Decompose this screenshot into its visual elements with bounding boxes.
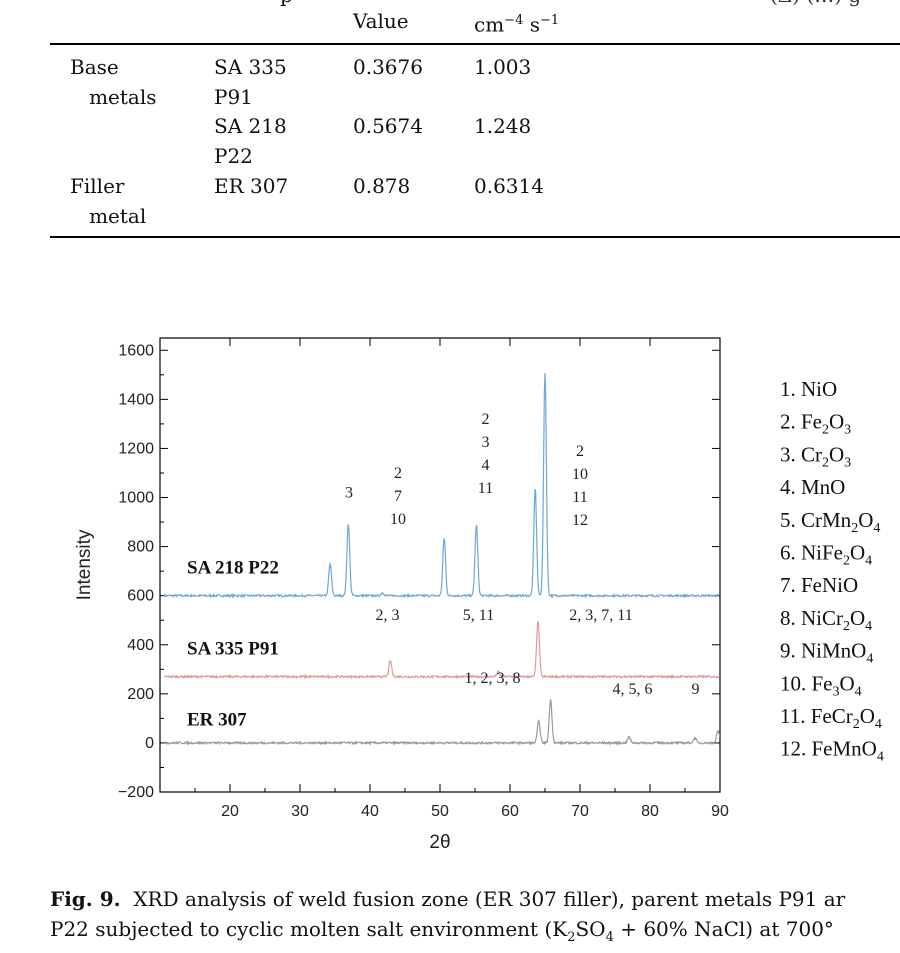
table-header-fragment: p <box>280 0 293 10</box>
table-row-material: SA 335 P91 <box>214 55 287 109</box>
peak-annotation: 7 <box>394 488 402 505</box>
table-row-material: SA 218 P22 <box>214 114 287 168</box>
y-tick-label: 1000 <box>118 490 154 507</box>
peak-annotation: 11 <box>572 489 587 506</box>
peak-annotation: 10 <box>572 466 588 483</box>
peak-annotation: 5, 11 <box>463 607 494 624</box>
table-row-material: ER 307 <box>214 174 289 198</box>
caption-label: Fig. 9. <box>50 887 121 911</box>
series-line <box>163 699 721 746</box>
x-tick-label: 50 <box>431 803 449 820</box>
legend-entry: 7. FeNiO <box>780 573 858 597</box>
legend-entry: 10. Fe3​O4​ <box>780 671 862 699</box>
table-row-value: 0.878 <box>353 174 411 198</box>
x-tick-label: 20 <box>221 803 239 820</box>
y-tick-label: −200 <box>118 784 154 801</box>
y-axis-label: Intensity <box>74 529 95 600</box>
peak-annotation: 3 <box>482 434 490 451</box>
x-tick-label: 70 <box>571 803 589 820</box>
properties-table: p (Δ) (…) g Value cm−4 s−1 Base metals S… <box>50 0 900 240</box>
peak-annotation: 11 <box>478 480 493 497</box>
series-line <box>163 621 720 680</box>
peak-annotation: 2, 3 <box>376 607 400 624</box>
y-tick-label: 600 <box>127 588 154 605</box>
table-row-rate: 1.003 <box>474 55 532 79</box>
xrd-chart: 20 30 40 50 60 70 80 90 −200 0 200 400 600 800 1000 120… <box>74 337 884 853</box>
legend-entry: 11. FeCr2​O4​ <box>780 704 882 732</box>
y-tick-label: 1400 <box>118 391 154 408</box>
legend-entry: 8. NiCr2​O4​ <box>780 606 872 634</box>
y-tick-label: 1200 <box>118 440 154 457</box>
caption-line2: P22 subjected to cyclic molten salt envi… <box>50 917 834 945</box>
peak-annotation: 4 <box>482 457 490 474</box>
peak-annotation: 12 <box>572 512 588 529</box>
table-row-value: 0.5674 <box>353 114 423 138</box>
table-row-rate: 0.6314 <box>474 174 544 198</box>
y-tick-label: 1600 <box>118 342 154 359</box>
series-line <box>163 373 720 599</box>
table-row-rate: 1.248 <box>474 114 532 138</box>
caption-line1: XRD analysis of weld fusion zone (ER 307… <box>133 887 846 911</box>
peak-annotation: 3 <box>345 485 353 502</box>
legend-entry: 9. NiMnO4​ <box>780 639 873 667</box>
peak-annotation: 10 <box>390 511 406 528</box>
legend-entry: 12. FeMnO4​ <box>780 737 884 765</box>
peak-annotation: 9 <box>692 681 700 698</box>
table-row-group: Base metals <box>70 55 157 109</box>
series-label: SA 218 P22 <box>187 558 279 579</box>
y-tick-label: 0 <box>145 735 154 752</box>
x-axis-label: 2θ <box>429 832 450 853</box>
xrd-figure: 20 30 40 50 60 70 80 90 −200 0 200 400 600 800 1000 120… <box>0 330 900 870</box>
series-label: SA 335 P91 <box>187 639 279 660</box>
peak-annotation: 4, 5, 6 <box>613 681 653 698</box>
x-tick-label: 90 <box>711 803 729 820</box>
peak-annotation: 1, 2, 3, 8 <box>465 670 521 687</box>
y-tick-label: 400 <box>127 637 154 654</box>
legend-entry: 6. NiFe2​O4​ <box>780 541 872 569</box>
x-tick-label: 30 <box>291 803 309 820</box>
series-label: ER 307 <box>187 710 247 731</box>
peak-annotation: 2, 3, 7, 11 <box>569 607 632 624</box>
legend-entry: 1. NiO <box>780 377 837 401</box>
table-header-rate-unit: cm−4 s−1 <box>474 12 560 37</box>
legend-entry: 3. Cr2​O3​ <box>780 442 851 470</box>
y-tick-label: 800 <box>127 539 154 556</box>
x-tick-label: 80 <box>641 803 659 820</box>
figure-caption: Fig. 9. XRD analysis of weld fusion zone… <box>50 884 900 953</box>
x-tick-label: 60 <box>501 803 519 820</box>
peak-annotation: 2 <box>482 411 490 428</box>
table-header-value: Value <box>353 9 409 33</box>
x-tick-label: 40 <box>361 803 379 820</box>
legend-entry: 4. MnO <box>780 475 845 499</box>
table-header-rule <box>50 43 900 45</box>
legend-entry: 2. Fe2​O3​ <box>780 410 851 438</box>
table-header-right-fragment: (Δ) (…) g <box>770 0 861 10</box>
legend-entry: 5. CrMn2​O4​ <box>780 508 880 536</box>
table-bottom-rule <box>50 236 900 238</box>
table-row-group: Filler metal <box>70 174 147 228</box>
y-tick-label: 200 <box>127 686 154 703</box>
peak-annotation: 2 <box>576 443 584 460</box>
peak-annotation: 2 <box>394 465 402 482</box>
table-row-value: 0.3676 <box>353 55 423 79</box>
